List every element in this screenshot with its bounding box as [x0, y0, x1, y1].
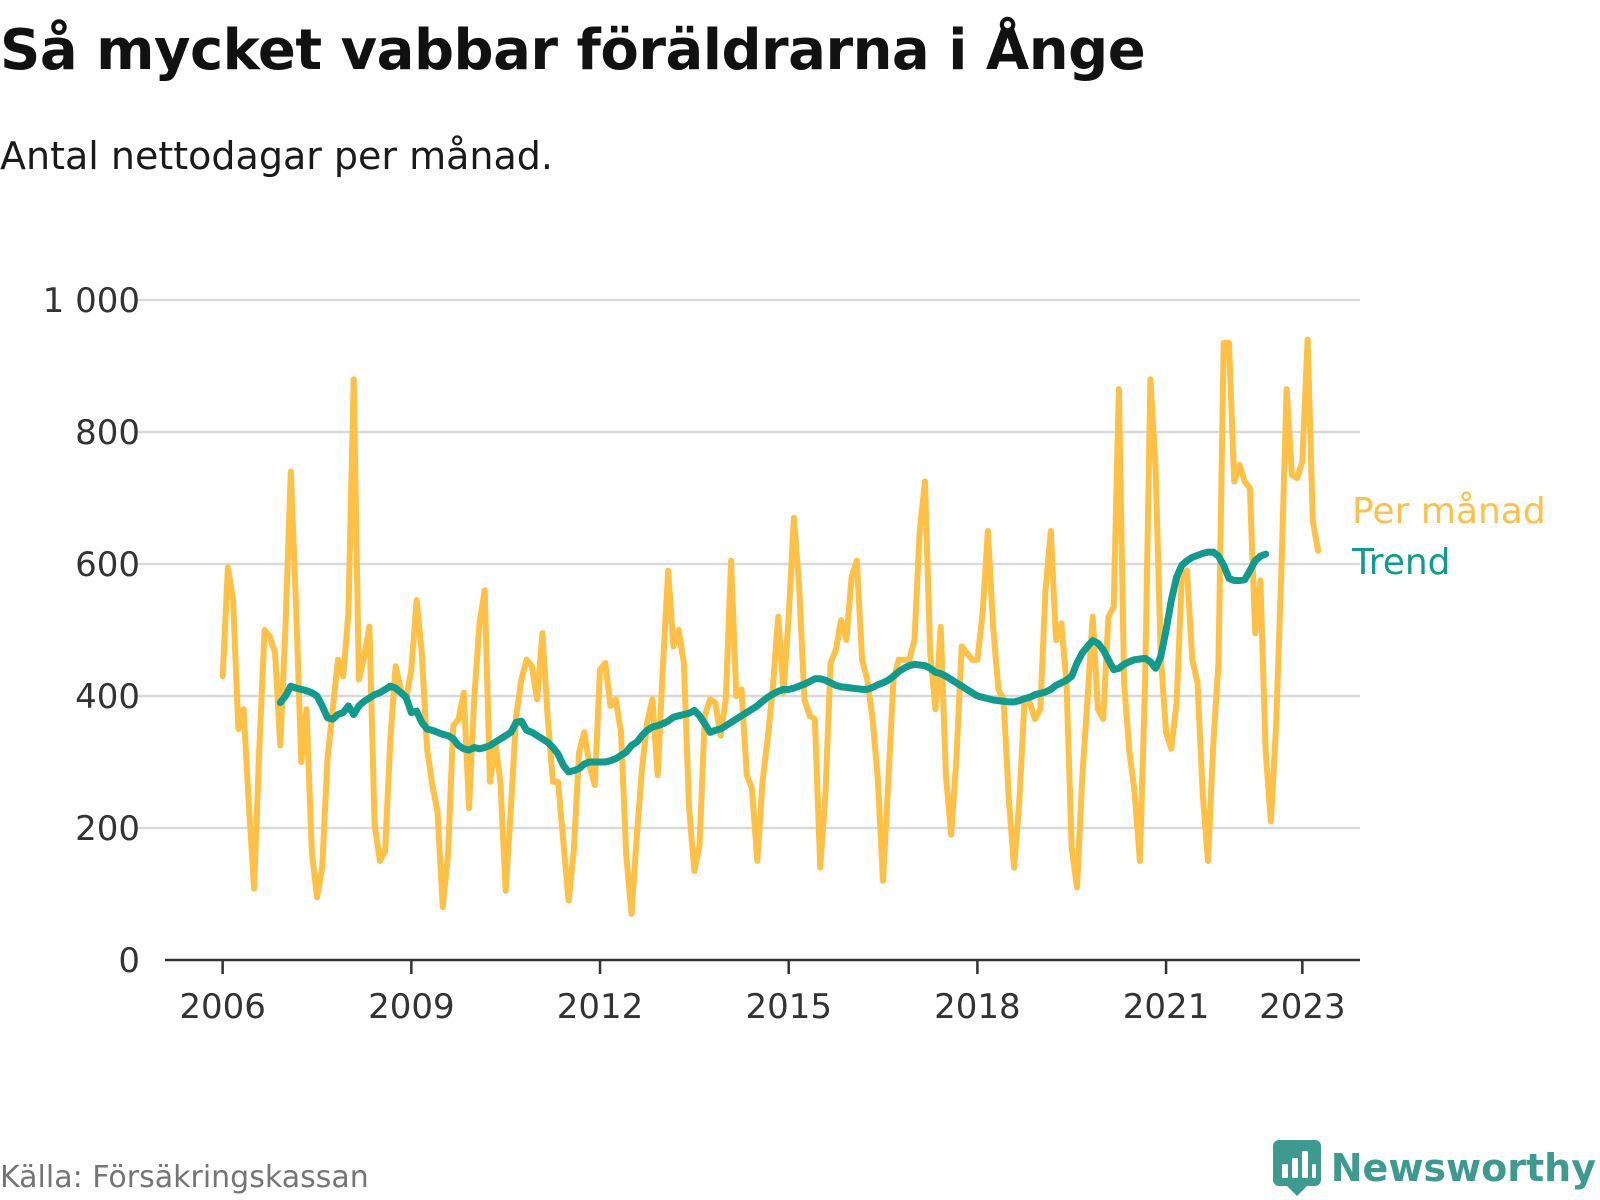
y-tick-label: 0: [118, 941, 140, 981]
x-tick-label: 2006: [179, 987, 266, 1027]
series-lines: [219, 336, 1322, 917]
y-tick-label: 200: [75, 809, 140, 849]
y-tick-label: 800: [75, 413, 140, 453]
x-axis-ticks: 2006 2009 2012 2015 2018 2021 2023: [179, 960, 1346, 1027]
y-tick-label: 1 000: [43, 281, 140, 321]
trend-series-line: [276, 548, 1270, 776]
source-note: Källa: Försäkringskassan: [0, 1160, 369, 1195]
y-axis-ticks: 0 200 400 600 800 1 000: [43, 281, 140, 981]
series-labels: Per månad Trend: [1351, 491, 1546, 583]
x-tick-label: 2018: [934, 987, 1021, 1027]
chart-title: Så mycket vabbar föräldrarna i Ånge: [0, 18, 1146, 83]
x-tick-label: 2021: [1123, 987, 1210, 1027]
x-tick-label: 2012: [557, 987, 644, 1027]
x-tick-label: 2009: [368, 987, 455, 1027]
monthly-series-label: Per månad: [1352, 491, 1546, 532]
brand-logo: Newsworthy: [1272, 1140, 1596, 1196]
y-tick-label: 400: [75, 677, 140, 717]
y-tick-label: 600: [75, 545, 140, 585]
chart-subtitle: Antal nettodagar per månad.: [0, 134, 554, 178]
trend-series-label: Trend: [1351, 542, 1451, 583]
newsworthy-logo-icon: [1272, 1140, 1321, 1196]
x-tick-label: 2023: [1259, 987, 1346, 1027]
x-tick-label: 2015: [745, 987, 832, 1027]
brand-name: Newsworthy: [1330, 1146, 1596, 1190]
